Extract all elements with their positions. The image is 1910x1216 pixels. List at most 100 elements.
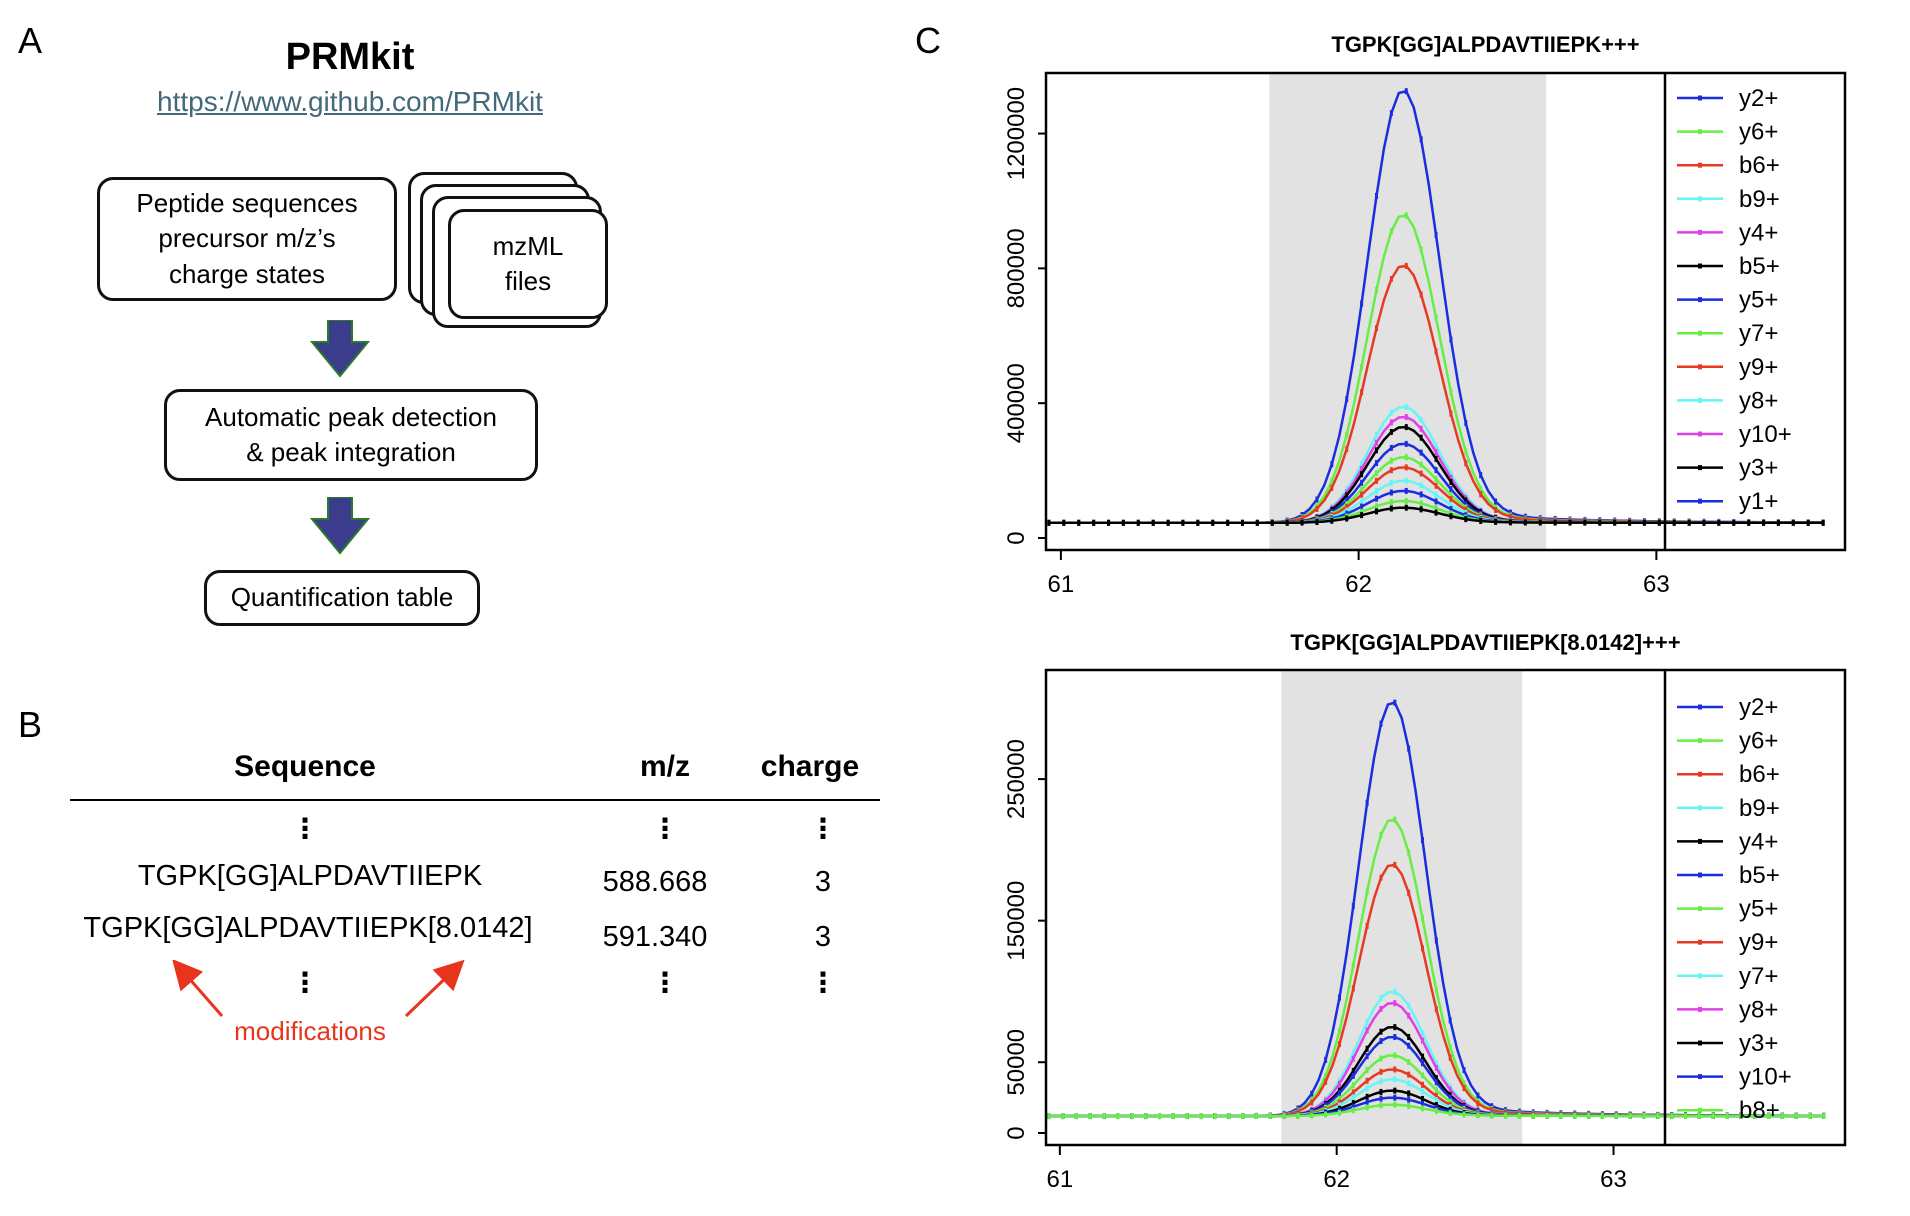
data-point — [1419, 500, 1423, 507]
data-point — [1404, 477, 1408, 484]
data-point — [1464, 516, 1468, 523]
data-point — [1365, 1077, 1369, 1084]
data-point — [1379, 720, 1383, 727]
data-point — [1211, 519, 1215, 526]
data-point — [1315, 505, 1319, 512]
data-point — [1393, 1076, 1397, 1083]
legend-label: b8+ — [1739, 1097, 1780, 1124]
down-arrow-2 — [310, 497, 370, 555]
header-mz: m/z — [639, 750, 690, 783]
data-point — [1568, 519, 1572, 526]
legend-label: y7+ — [1739, 963, 1778, 990]
legend-label: y5+ — [1739, 287, 1778, 314]
data-point — [1285, 519, 1289, 526]
data-point — [1393, 1066, 1397, 1073]
legend-marker — [1698, 397, 1702, 403]
legend-label: b5+ — [1739, 253, 1780, 280]
data-point — [1806, 519, 1810, 526]
data-point — [1517, 1112, 1521, 1119]
data-point — [1365, 1104, 1369, 1111]
data-point — [1351, 1072, 1355, 1079]
y-tick-label: 0 — [1003, 531, 1030, 544]
data-point — [1462, 1080, 1466, 1087]
data-point — [1747, 519, 1751, 526]
data-point — [1421, 1100, 1425, 1107]
legend-marker — [1698, 872, 1702, 878]
data-point — [1476, 1092, 1480, 1099]
data-point — [1462, 1085, 1466, 1092]
data-point — [1337, 1095, 1341, 1102]
data-point — [1171, 1113, 1175, 1120]
data-point — [1404, 414, 1408, 421]
data-point — [1360, 300, 1364, 307]
data-point — [1077, 519, 1081, 526]
data-point — [1351, 1107, 1355, 1114]
ellipsis: ⋮ — [809, 813, 837, 844]
data-point — [1419, 491, 1423, 498]
legend-label: b6+ — [1739, 152, 1780, 179]
data-point — [1448, 1098, 1452, 1105]
github-link[interactable]: https://www.github.com/PRMkit — [157, 86, 543, 117]
data-point — [1419, 291, 1423, 298]
data-point — [1374, 508, 1378, 515]
legend-marker — [1698, 498, 1702, 504]
panel-label-c: C — [915, 20, 941, 61]
data-point — [1379, 1068, 1383, 1075]
data-point — [1419, 246, 1423, 253]
data-point — [1351, 1067, 1355, 1074]
data-point — [1365, 1093, 1369, 1100]
data-point — [1310, 1112, 1314, 1119]
data-point — [1739, 1112, 1743, 1119]
data-point — [1389, 419, 1393, 426]
data-point — [1407, 1012, 1411, 1019]
data-point — [1448, 1110, 1452, 1117]
data-point — [1448, 1086, 1452, 1093]
data-point — [1434, 1097, 1438, 1104]
data-point — [1434, 937, 1438, 944]
data-point — [1448, 1044, 1452, 1051]
data-point — [1345, 431, 1349, 438]
data-point — [1393, 816, 1397, 823]
data-point — [1389, 467, 1393, 474]
data-point — [1360, 486, 1364, 493]
data-point — [1337, 1109, 1341, 1116]
legend-label: y1+ — [1739, 488, 1778, 515]
data-point — [1504, 1112, 1508, 1119]
data-point — [1449, 491, 1453, 498]
data-point — [1464, 448, 1468, 455]
data-point — [1448, 1094, 1452, 1101]
legend-label: y6+ — [1739, 728, 1778, 755]
data-point — [1479, 472, 1483, 479]
data-point — [1324, 1056, 1328, 1063]
legend-label: y4+ — [1739, 828, 1778, 855]
data-point — [1241, 519, 1245, 526]
data-point — [1780, 1112, 1784, 1119]
data-point — [1379, 1028, 1383, 1035]
data-point — [1464, 419, 1468, 426]
data-point — [1776, 519, 1780, 526]
data-point — [1434, 1093, 1438, 1100]
data-point — [1351, 1082, 1355, 1089]
ellipsis: ⋮ — [651, 967, 679, 998]
quantification-table-box: Quantification table — [204, 570, 480, 626]
data-point — [1351, 1049, 1355, 1056]
data-point — [1315, 496, 1319, 503]
data-point — [1434, 987, 1438, 994]
legend-label: y10+ — [1739, 421, 1792, 448]
legend-marker — [1698, 1006, 1702, 1012]
data-point — [1324, 1078, 1328, 1085]
modifications-label: modifications — [234, 1016, 386, 1046]
data-point — [1345, 492, 1349, 499]
modification-arrow-right — [404, 960, 465, 1018]
data-point — [1351, 985, 1355, 992]
data-point — [1670, 1112, 1674, 1119]
data-point — [1158, 1113, 1162, 1120]
legend-marker — [1698, 939, 1702, 945]
data-point — [1345, 497, 1349, 504]
data-point — [1697, 1112, 1701, 1119]
data-point — [1116, 1113, 1120, 1120]
data-point — [1449, 470, 1453, 477]
data-point — [1449, 336, 1453, 343]
data-point — [1360, 460, 1364, 467]
legend-label: y7+ — [1739, 320, 1778, 347]
